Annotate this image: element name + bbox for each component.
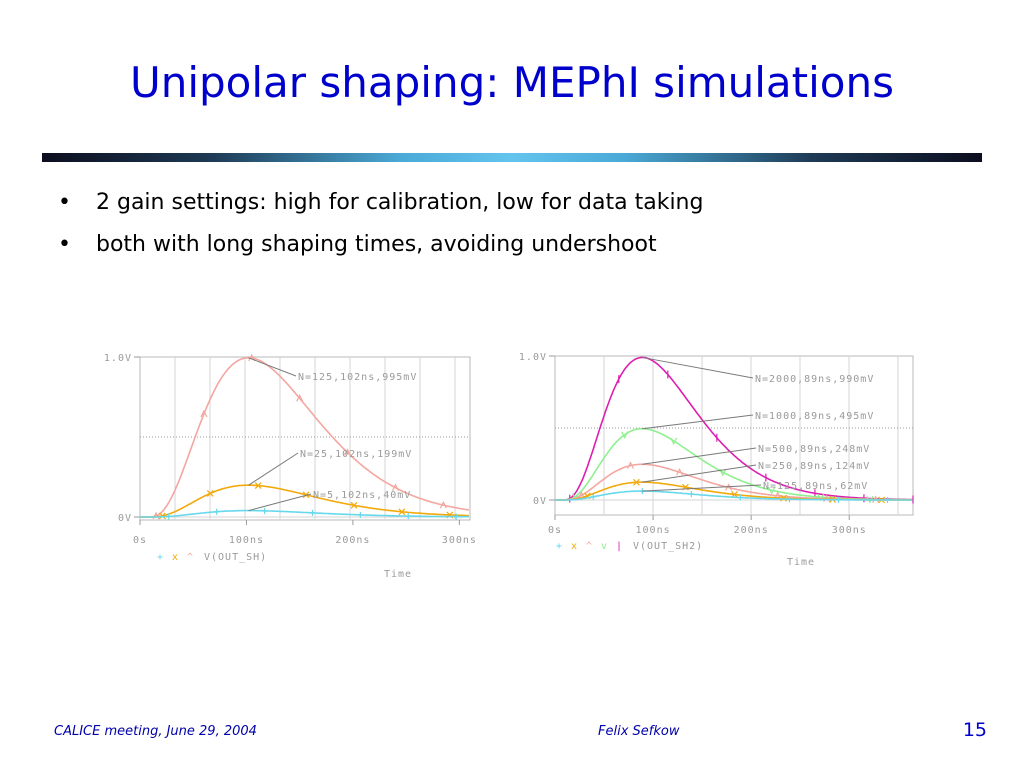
legend-label: V(OUT_SH) — [204, 552, 267, 563]
series-annotation: N=125,102ns,995mV — [298, 372, 417, 383]
series-annotation: N=25,102ns,199mV — [300, 449, 412, 460]
x-tick-label: 0s — [548, 525, 562, 536]
legend-marker: + — [157, 552, 163, 563]
annotation-leader — [248, 357, 297, 377]
y-tick-label: 1.0V — [519, 352, 547, 363]
series-marker — [590, 488, 891, 503]
x-tick-label: 200ns — [335, 535, 370, 546]
y-tick-label: 1.0V — [104, 353, 132, 364]
series-annotation: N=250,89ns,124mV — [758, 461, 870, 472]
series-annotation: N=5,102ns,40mV — [313, 490, 411, 501]
y-tick-label: 0V — [533, 496, 547, 507]
chart-2: 0V 1.0V 0s 100ns 200ns 300ns N=2000,89ns,990mV… — [519, 352, 914, 568]
bullet-item: • both with long shaping times, avoiding … — [58, 228, 703, 270]
chart-1: 0V 1.0V 0s 100ns 200ns 300ns N=125,102ns,995mV… — [104, 353, 477, 580]
annotation-leader — [642, 356, 754, 379]
series-annotation: N=2000,89ns,990mV — [755, 374, 874, 385]
series-annotation: N=1000,89ns,495mV — [755, 411, 874, 422]
annotation-leader — [248, 493, 312, 512]
page-number: 15 — [962, 719, 987, 741]
bullet-dot-icon: • — [58, 190, 71, 215]
x-tick-label: 300ns — [832, 525, 867, 536]
series-annotation: N=125,89ns,62mV — [763, 481, 868, 492]
annotation-leader — [642, 447, 757, 465]
legend-marker: v — [601, 541, 607, 552]
series-line — [140, 509, 469, 518]
annotation-leader — [642, 484, 762, 492]
annotation-leader — [248, 452, 299, 486]
title-divider — [42, 153, 982, 162]
x-axis-label: Time — [384, 569, 412, 580]
series-line — [555, 356, 913, 501]
plot-frame — [139, 356, 471, 521]
legend-label: V(OUT_SH2) — [633, 541, 703, 552]
series-line — [555, 490, 913, 501]
series-annotation: N=500,89ns,248mV — [758, 444, 870, 455]
x-tick-label: 300ns — [442, 535, 477, 546]
bullet-item: • 2 gain settings: high for calibration, … — [58, 186, 703, 228]
legend-marker: | — [616, 541, 622, 552]
slide-title: Unipolar shaping: MEPhI simulations — [129, 58, 895, 107]
series-line — [140, 484, 469, 518]
bullet-dot-icon: • — [58, 232, 71, 257]
legend-marker: ^ — [586, 541, 592, 552]
annotation-leader — [642, 464, 757, 483]
y-tick-label: 0V — [118, 513, 132, 524]
x-axis-label: Time — [787, 557, 815, 568]
series-line — [140, 356, 469, 518]
bullet-list: • 2 gain settings: high for calibration, … — [58, 186, 703, 270]
legend-marker: x — [571, 541, 577, 552]
legend-marker: + — [556, 541, 562, 552]
plot-frame — [554, 355, 914, 516]
x-tick-label: 100ns — [229, 535, 264, 546]
legend-marker: ^ — [187, 552, 193, 563]
series-marker — [165, 507, 460, 520]
x-tick-label: 100ns — [636, 525, 671, 536]
series-marker — [577, 461, 880, 503]
footer-meeting: CALICE meeting, June 29, 2004 — [54, 724, 257, 739]
bullet-text: both with long shaping times, avoiding u… — [96, 232, 657, 257]
footer-author: Felix Sefkow — [598, 724, 680, 739]
bullet-text: 2 gain settings: high for calibration, l… — [96, 190, 704, 215]
legend-marker: x — [172, 552, 178, 563]
x-tick-label: 200ns — [734, 525, 769, 536]
annotation-leader — [642, 414, 754, 430]
x-tick-label: 0s — [133, 535, 147, 546]
series-marker — [152, 353, 447, 520]
